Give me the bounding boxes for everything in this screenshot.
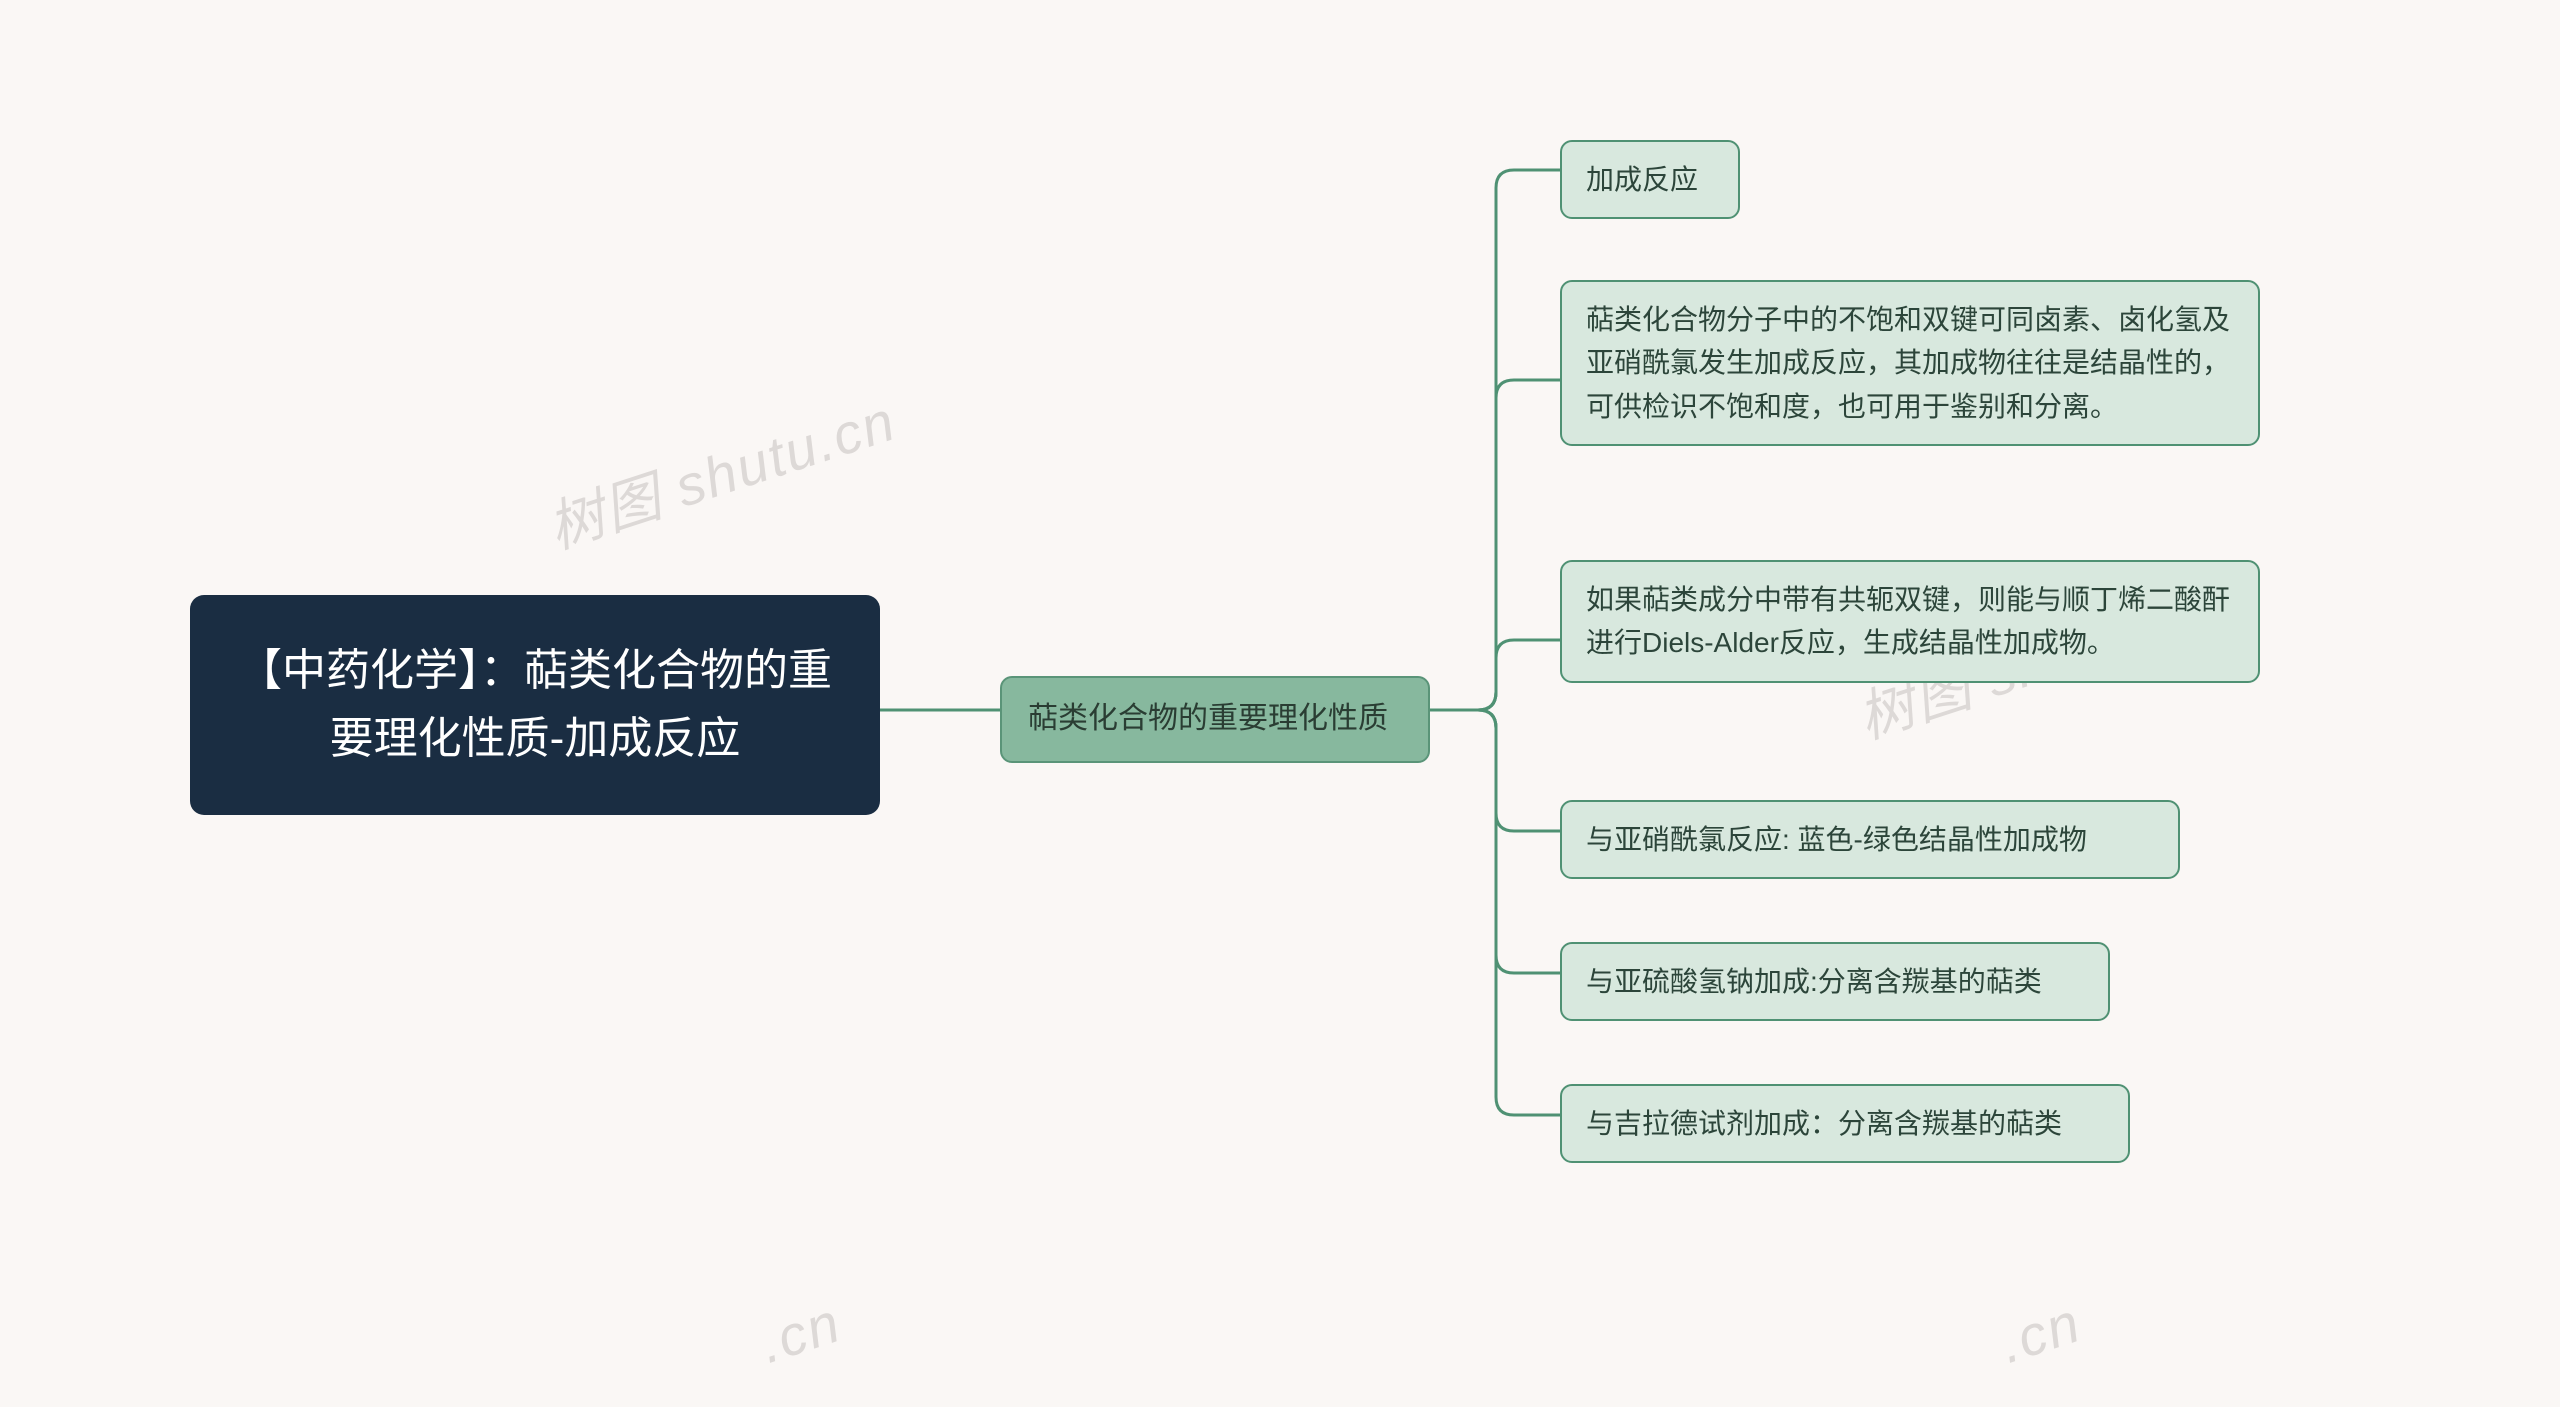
mindmap-canvas: 树图 shutu.cn 树图 shutu.cn .cn .cn 【中药化学】：萜… (0, 0, 2560, 1407)
edge-mid-leaf-2 (1430, 640, 1560, 710)
root-node[interactable]: 【中药化学】：萜类化合物的重要理化性质-加成反应 (190, 595, 880, 815)
edge-mid-leaf-5 (1430, 710, 1560, 1115)
leaf-node[interactable]: 与吉拉德试剂加成：分离含羰基的萜类 (1560, 1084, 2130, 1163)
branch-node[interactable]: 萜类化合物的重要理化性质 (1000, 676, 1430, 763)
watermark: .cn (1992, 1289, 2089, 1376)
leaf-node[interactable]: 萜类化合物分子中的不饱和双键可同卤素、卤化氢及亚硝酰氯发生加成反应，其加成物往往… (1560, 280, 2260, 446)
edge-mid-leaf-0 (1430, 170, 1560, 710)
leaf-node[interactable]: 与亚硝酰氯反应: 蓝色-绿色结晶性加成物 (1560, 800, 2180, 879)
leaf-node[interactable]: 如果萜类成分中带有共轭双键，则能与顺丁烯二酸酐进行Diels-Alder反应，生… (1560, 560, 2260, 683)
edge-mid-leaf-1 (1430, 380, 1560, 710)
leaf-node[interactable]: 加成反应 (1560, 140, 1740, 219)
edge-mid-leaf-4 (1430, 710, 1560, 973)
leaf-node[interactable]: 与亚硫酸氢钠加成:分离含羰基的萜类 (1560, 942, 2110, 1021)
edge-mid-leaf-3 (1430, 710, 1560, 831)
watermark: .cn (752, 1289, 849, 1376)
watermark: 树图 shutu.cn (536, 376, 905, 565)
